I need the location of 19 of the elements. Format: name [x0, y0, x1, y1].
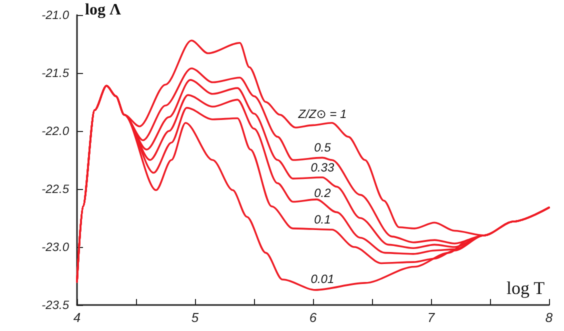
y-tick-label: -21.0	[42, 8, 70, 22]
series-label: 0.33	[310, 160, 334, 174]
y-tick-label: -23.0	[42, 240, 70, 254]
y-tick-label: -23.5	[42, 298, 70, 312]
series-label: Z/Z⊙ = 1	[297, 107, 347, 122]
x-axis-title: log T	[506, 278, 545, 298]
x-tick-label: 5	[191, 310, 200, 325]
x-tick-label: 7	[427, 310, 436, 325]
series-label: 0.01	[310, 272, 334, 286]
x-tick-label: 8	[545, 310, 554, 325]
y-axis-title: log Λ	[85, 2, 122, 18]
y-tick-label: -22.5	[42, 182, 70, 196]
y-tick-label: -22.0	[42, 124, 70, 138]
y-tick-label: -21.5	[42, 66, 70, 80]
x-tick-label: 4	[73, 310, 81, 325]
series-label: 0.1	[314, 212, 331, 226]
x-tick-label: 6	[309, 310, 318, 325]
series-label: 0.2	[314, 186, 332, 200]
series-label: 0.5	[314, 140, 332, 155]
